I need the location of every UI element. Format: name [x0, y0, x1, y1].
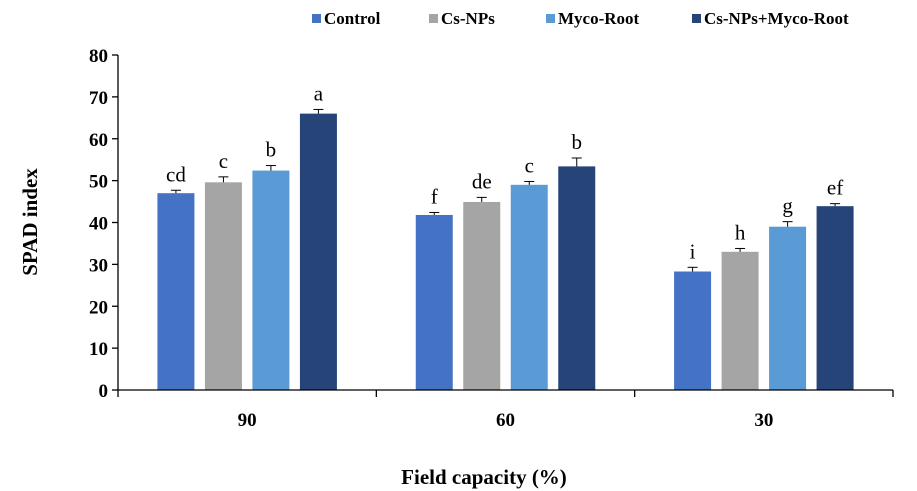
x-axis-title: Field capacity (%)	[401, 465, 567, 489]
legend-label: Cs-NPs	[441, 9, 495, 28]
bar	[157, 193, 195, 390]
legend-swatch	[312, 14, 321, 23]
bar	[415, 214, 453, 390]
y-tick-label: 0	[99, 381, 109, 402]
y-tick-label: 20	[89, 297, 108, 318]
significance-letter: b	[572, 130, 583, 154]
significance-letter: cd	[166, 162, 186, 186]
y-axis-title: SPAD index	[18, 168, 42, 276]
significance-letter: i	[690, 239, 696, 263]
bar	[769, 226, 807, 390]
legend: Control Cs-NPs Myco-Root Cs-NPs+Myco-Root	[312, 9, 849, 28]
significance-letter: f	[431, 184, 438, 208]
significance-letter: h	[735, 220, 746, 244]
y-tick-label: 40	[89, 214, 108, 235]
bar	[721, 251, 759, 390]
bars: cd c b a f de c b i h g ef	[157, 81, 854, 390]
significance-letter: g	[782, 194, 793, 218]
significance-letter: a	[314, 81, 324, 105]
bar	[510, 184, 548, 390]
bar	[674, 271, 712, 390]
y-axis: 0 10 20 30 40 50 60 70 80	[89, 46, 119, 402]
bar	[558, 166, 596, 390]
x-tick-label: 30	[754, 410, 773, 431]
legend-swatch	[692, 14, 701, 23]
y-tick-label: 70	[89, 88, 108, 109]
legend-swatch	[546, 14, 555, 23]
x-axis: 90 60 30	[117, 389, 894, 431]
x-tick-label: 90	[238, 410, 257, 431]
significance-letter: c	[219, 149, 228, 173]
bar	[252, 170, 290, 390]
bar	[816, 206, 854, 390]
legend-label: Control	[324, 9, 381, 28]
bar	[463, 201, 501, 390]
y-tick-label: 30	[89, 255, 108, 276]
y-tick-label: 10	[89, 339, 108, 360]
legend-label: Cs-NPs+Myco-Root	[704, 9, 849, 28]
significance-letter: de	[472, 169, 492, 193]
bar	[204, 182, 242, 390]
y-tick-label: 60	[89, 130, 108, 151]
x-tick-label: 60	[496, 410, 515, 431]
legend-label: Myco-Root	[558, 9, 640, 28]
y-tick-label: 50	[89, 172, 108, 193]
significance-letter: b	[266, 138, 277, 162]
significance-letter: ef	[827, 176, 843, 200]
significance-letter: c	[525, 153, 534, 177]
bar	[299, 113, 337, 390]
legend-swatch	[429, 14, 438, 23]
y-tick-label: 80	[89, 46, 108, 67]
